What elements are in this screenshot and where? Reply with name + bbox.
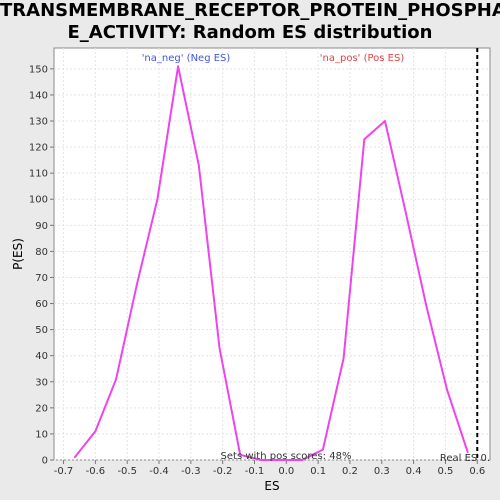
x-tick-label: -0.3 xyxy=(181,466,201,477)
real-es-label: Real ES 0. xyxy=(440,453,490,464)
y-axis-title: P(ES) xyxy=(11,238,25,270)
data-point xyxy=(301,459,304,461)
data-point xyxy=(280,459,283,461)
x-axis-title: ES xyxy=(264,479,279,493)
y-tick-label: 40 xyxy=(35,351,48,362)
y-tick-label: 140 xyxy=(29,90,48,101)
data-point xyxy=(218,347,221,349)
x-tick-label: -0.2 xyxy=(213,466,233,477)
data-point xyxy=(94,430,97,433)
chart-title-line-1: TRANSMEMBRANE_RECEPTOR_PROTEIN_PHOSPHATA… xyxy=(0,0,500,21)
y-tick-label: 130 xyxy=(29,117,48,128)
data-point xyxy=(384,120,386,122)
data-point xyxy=(156,198,159,200)
x-tick-label: 0.4 xyxy=(406,466,422,477)
data-point xyxy=(466,451,469,454)
y-tick-label: 150 xyxy=(29,64,48,75)
data-point xyxy=(446,388,448,391)
y-tick-label: 80 xyxy=(35,247,48,258)
data-point xyxy=(363,138,366,141)
data-point xyxy=(177,65,179,68)
x-tick-label: -0.5 xyxy=(117,466,137,477)
grid xyxy=(54,48,490,461)
data-point xyxy=(342,357,345,360)
x-tick-label: -0.6 xyxy=(86,466,106,477)
y-tick-label: 0 xyxy=(42,456,48,467)
data-point xyxy=(115,378,117,381)
x-tick-label: 0.1 xyxy=(310,466,326,477)
y-tick-label: 30 xyxy=(35,377,48,388)
data-point xyxy=(135,284,138,287)
x-tick-label: -0.4 xyxy=(149,466,169,477)
chart-title: TRANSMEMBRANE_RECEPTOR_PROTEIN_PHOSPHATA… xyxy=(0,0,500,44)
data-point xyxy=(425,305,428,308)
y-tick-label: 50 xyxy=(35,325,48,336)
data-point xyxy=(198,164,200,167)
axis-ticks: 0 10 20 30 40 50 60 70 80 90 100 110 120 130 140 150 -0.… xyxy=(29,64,485,477)
x-tick-label: 0.0 xyxy=(278,466,294,477)
pos-es-label: 'na_pos' (Pos ES) xyxy=(320,53,405,64)
y-tick-label: 90 xyxy=(35,221,48,232)
x-tick-label: 0.2 xyxy=(342,466,358,477)
es-distribution-line xyxy=(73,65,469,461)
chart-title-line-2: E_ACTIVITY: Random ES distribution xyxy=(67,22,433,43)
neg-es-label: 'na_neg' (Neg ES) xyxy=(142,53,231,64)
y-tick-label: 20 xyxy=(35,403,48,414)
y-tick-label: 10 xyxy=(35,429,48,440)
x-tick-label: 0.6 xyxy=(469,466,485,477)
data-point xyxy=(239,454,241,456)
pos-scores-label: Sets with pos scores: 48% xyxy=(221,451,352,462)
data-point xyxy=(322,448,324,451)
data-point xyxy=(260,459,262,461)
x-tick-label: -0.7 xyxy=(54,466,74,477)
y-tick-label: 70 xyxy=(35,273,48,284)
y-tick-label: 100 xyxy=(29,195,48,206)
series-layer xyxy=(73,65,469,461)
plot-area xyxy=(53,47,491,461)
y-tick-label: 60 xyxy=(35,299,48,310)
data-point xyxy=(73,456,76,459)
x-tick-label: 0.3 xyxy=(374,466,390,477)
x-tick-label: 0.5 xyxy=(437,466,453,477)
x-tick-label: -0.1 xyxy=(245,466,265,477)
y-tick-label: 110 xyxy=(29,169,48,180)
y-tick-label: 120 xyxy=(29,143,48,154)
data-point xyxy=(404,211,407,214)
